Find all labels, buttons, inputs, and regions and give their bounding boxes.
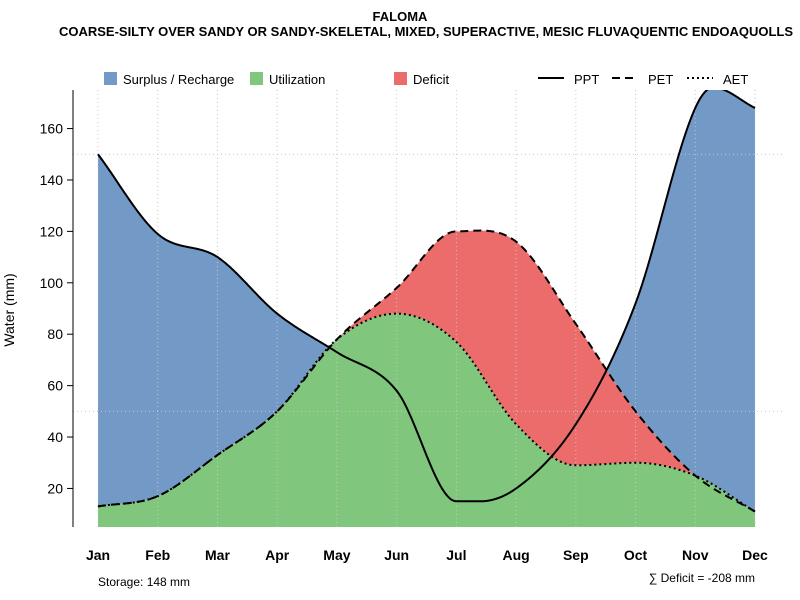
deficit-note: ∑ Deficit = -208 mm [649, 571, 755, 585]
pet-line [97, 229, 756, 513]
y-axis-label: Water (mm) [1, 273, 17, 346]
utilization-area [98, 313, 755, 527]
legend-swatch [250, 72, 263, 85]
legend-label: PET [648, 72, 673, 87]
x-tick-label-feb: Feb [145, 547, 170, 563]
legend-swatch [104, 72, 117, 85]
chart-subtitle: COARSE-SILTY OVER SANDY OR SANDY-SKELETA… [59, 24, 793, 39]
legend: Surplus / Recharge Utilization Deficit PPT P… [104, 72, 748, 87]
y-tick-label: 160 [40, 121, 64, 137]
x-tick-label-nov: Nov [682, 547, 709, 563]
x-tick-label-may: May [323, 547, 350, 563]
ppt-line [97, 90, 756, 503]
grid-layer [73, 90, 783, 527]
y-tick-label: 140 [40, 172, 64, 188]
y-tick-label: 40 [47, 429, 63, 445]
x-tick-label-mar: Mar [205, 547, 230, 563]
y-tick-label: 120 [40, 223, 64, 239]
axes-layer: 20 40 60 80 100 120 140 160 Jan Feb Mar Apr May Jun Ju… [40, 90, 768, 563]
x-tick-label-aug: Aug [502, 547, 529, 563]
y-tick-label: 60 [47, 378, 63, 394]
x-tick-label-oct: Oct [624, 547, 648, 563]
x-tick-label-jun: Jun [384, 547, 409, 563]
legend-label: AET [723, 72, 748, 87]
surplus-area [98, 90, 755, 512]
areas-layer [98, 90, 755, 527]
legend-label: Deficit [413, 72, 450, 87]
legend-swatch [394, 72, 407, 85]
x-tick-label-jan: Jan [86, 547, 110, 563]
storage-note: Storage: 148 mm [98, 575, 190, 589]
y-tick-label: 100 [40, 275, 64, 291]
legend-label: Utilization [269, 72, 325, 87]
y-tick-label: 20 [47, 480, 63, 496]
legend-label: Surplus / Recharge [123, 72, 234, 87]
y-tick-label: 80 [47, 326, 63, 342]
chart-title: FALOMA [373, 9, 428, 24]
lines-layer [97, 90, 756, 513]
x-tick-label-sep: Sep [563, 547, 589, 563]
x-tick-label-jul: Jul [446, 547, 466, 563]
deficit-area [98, 230, 755, 512]
legend-label: PPT [574, 72, 599, 87]
x-tick-label-dec: Dec [742, 547, 768, 563]
x-tick-label-apr: Apr [265, 547, 290, 563]
